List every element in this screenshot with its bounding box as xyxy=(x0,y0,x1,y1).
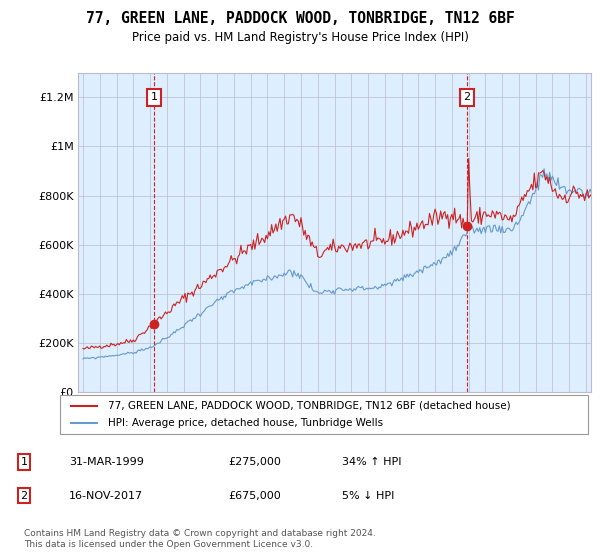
Text: 2: 2 xyxy=(463,92,470,102)
Text: Price paid vs. HM Land Registry's House Price Index (HPI): Price paid vs. HM Land Registry's House … xyxy=(131,31,469,44)
Text: 77, GREEN LANE, PADDOCK WOOD, TONBRIDGE, TN12 6BF: 77, GREEN LANE, PADDOCK WOOD, TONBRIDGE,… xyxy=(86,11,514,26)
Text: £275,000: £275,000 xyxy=(228,457,281,467)
Text: 31-MAR-1999: 31-MAR-1999 xyxy=(69,457,144,467)
Text: 16-NOV-2017: 16-NOV-2017 xyxy=(69,491,143,501)
Text: Contains HM Land Registry data © Crown copyright and database right 2024.
This d: Contains HM Land Registry data © Crown c… xyxy=(24,529,376,549)
Text: 2: 2 xyxy=(20,491,28,501)
Text: 77, GREEN LANE, PADDOCK WOOD, TONBRIDGE, TN12 6BF (detached house): 77, GREEN LANE, PADDOCK WOOD, TONBRIDGE,… xyxy=(107,401,510,411)
FancyBboxPatch shape xyxy=(60,395,588,434)
Text: 1: 1 xyxy=(151,92,158,102)
Text: £675,000: £675,000 xyxy=(228,491,281,501)
Text: HPI: Average price, detached house, Tunbridge Wells: HPI: Average price, detached house, Tunb… xyxy=(107,418,383,428)
Text: 1: 1 xyxy=(20,457,28,467)
Text: 34% ↑ HPI: 34% ↑ HPI xyxy=(342,457,401,467)
Text: 5% ↓ HPI: 5% ↓ HPI xyxy=(342,491,394,501)
